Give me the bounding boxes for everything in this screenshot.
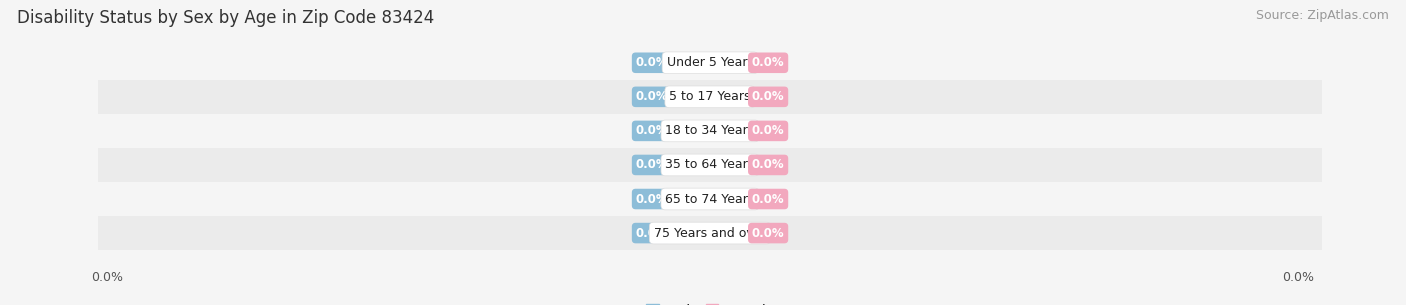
Text: 65 to 74 Years: 65 to 74 Years xyxy=(665,192,755,206)
Text: 75 Years and over: 75 Years and over xyxy=(654,227,766,239)
Text: 35 to 64 Years: 35 to 64 Years xyxy=(665,159,755,171)
Text: 0.0%: 0.0% xyxy=(752,124,785,137)
Text: 0.0%: 0.0% xyxy=(752,90,785,103)
Text: 0.0%: 0.0% xyxy=(636,227,668,239)
Legend: Male, Female: Male, Female xyxy=(641,299,779,305)
Bar xyxy=(98,148,1322,182)
Text: 0.0%: 0.0% xyxy=(636,56,668,69)
Text: 0.0%: 0.0% xyxy=(636,159,668,171)
Text: 0.0%: 0.0% xyxy=(752,56,785,69)
Text: Under 5 Years: Under 5 Years xyxy=(666,56,754,69)
Text: 0.0%: 0.0% xyxy=(752,159,785,171)
Text: 18 to 34 Years: 18 to 34 Years xyxy=(665,124,755,137)
Text: Disability Status by Sex by Age in Zip Code 83424: Disability Status by Sex by Age in Zip C… xyxy=(17,9,434,27)
Bar xyxy=(98,80,1322,114)
Bar xyxy=(98,114,1322,148)
Text: 0.0%: 0.0% xyxy=(636,90,668,103)
Text: Source: ZipAtlas.com: Source: ZipAtlas.com xyxy=(1256,9,1389,22)
Text: 0.0%: 0.0% xyxy=(636,192,668,206)
Text: 5 to 17 Years: 5 to 17 Years xyxy=(669,90,751,103)
Text: 0.0%: 0.0% xyxy=(91,271,124,284)
Text: 0.0%: 0.0% xyxy=(636,124,668,137)
Text: 0.0%: 0.0% xyxy=(752,227,785,239)
Bar xyxy=(98,182,1322,216)
Text: 0.0%: 0.0% xyxy=(1282,271,1315,284)
Text: 0.0%: 0.0% xyxy=(752,192,785,206)
Bar xyxy=(98,46,1322,80)
Bar xyxy=(98,216,1322,250)
